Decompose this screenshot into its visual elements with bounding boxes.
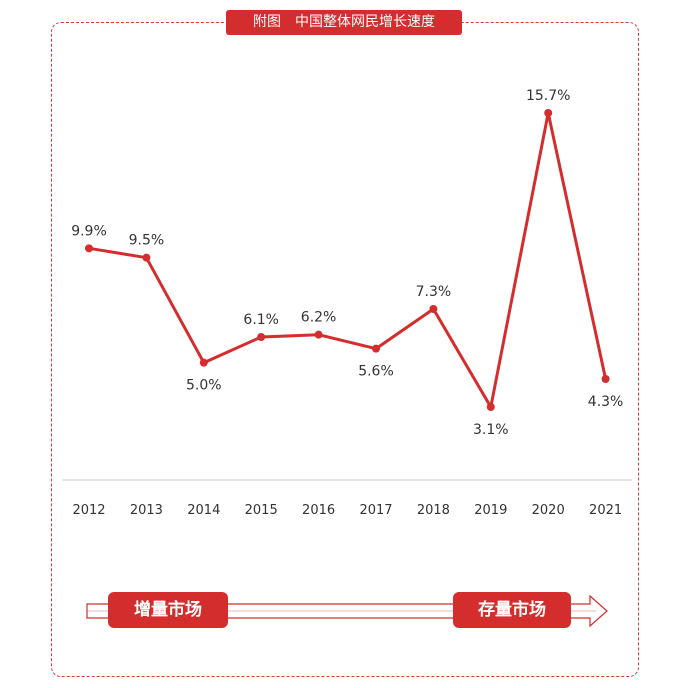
x-tick-label-2020: 2020 bbox=[532, 503, 565, 518]
value-label-2019: 3.1% bbox=[473, 422, 509, 438]
data-point-2013 bbox=[142, 253, 151, 262]
chart-title: 附图 中国整体网民增长速度 bbox=[226, 10, 462, 35]
value-label-2013: 9.5% bbox=[129, 233, 165, 249]
value-label-2015: 6.1% bbox=[243, 312, 279, 328]
stage-existing-market: 存量市场 bbox=[453, 592, 571, 628]
x-tick-label-2012: 2012 bbox=[72, 503, 105, 518]
data-point-2021 bbox=[601, 375, 610, 383]
data-point-2020 bbox=[544, 109, 553, 117]
x-tick-label-2013: 2013 bbox=[130, 503, 163, 518]
data-point-2015 bbox=[257, 333, 266, 341]
x-tick-label-2016: 2016 bbox=[302, 503, 335, 518]
x-tick-label-2017: 2017 bbox=[359, 503, 392, 518]
stage-incremental-market: 增量市场 bbox=[108, 592, 228, 628]
x-tick-label-2019: 2019 bbox=[474, 503, 507, 518]
data-point-2019 bbox=[486, 403, 495, 411]
x-tick-label-2014: 2014 bbox=[187, 503, 220, 518]
value-label-2017: 5.6% bbox=[358, 364, 394, 380]
x-tick-label-2021: 2021 bbox=[589, 503, 622, 518]
data-point-2012 bbox=[85, 244, 93, 253]
value-label-2012: 9.9% bbox=[71, 223, 107, 239]
series-line bbox=[88, 111, 608, 409]
data-point-2014 bbox=[199, 358, 208, 367]
value-label-2020: 15.7% bbox=[526, 88, 570, 104]
data-point-2018 bbox=[429, 305, 438, 313]
value-label-2018: 7.3% bbox=[416, 284, 452, 300]
value-label-2016: 6.2% bbox=[301, 310, 337, 326]
data-point-2016 bbox=[314, 330, 323, 339]
value-label-2014: 5.0% bbox=[186, 378, 222, 394]
value-label-2021: 4.3% bbox=[588, 394, 624, 410]
x-tick-label-2018: 2018 bbox=[417, 503, 450, 518]
x-tick-label-2015: 2015 bbox=[245, 503, 278, 518]
data-point-2017 bbox=[372, 344, 380, 353]
